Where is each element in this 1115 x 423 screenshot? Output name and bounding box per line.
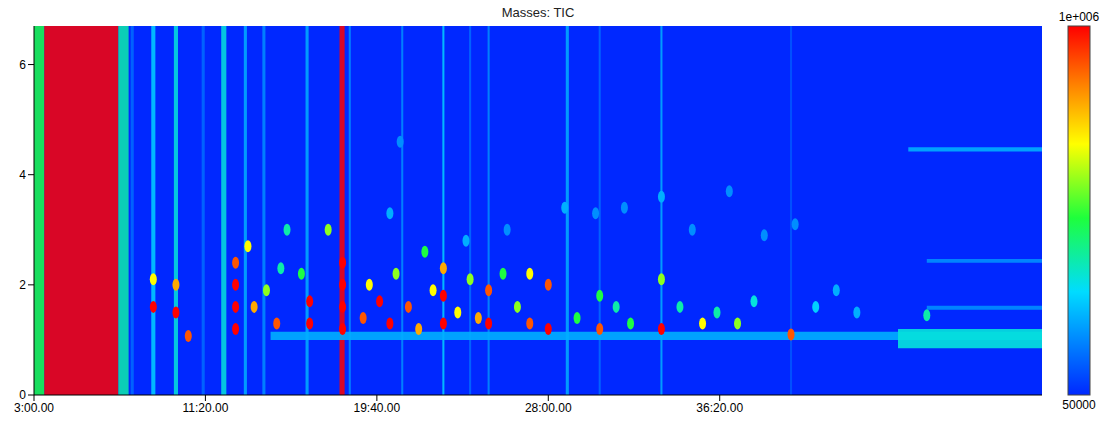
svg-text:3:00.00: 3:00.00 xyxy=(14,401,54,415)
svg-text:36:20.00: 36:20.00 xyxy=(696,401,743,415)
svg-text:19:40.00: 19:40.00 xyxy=(354,401,401,415)
svg-text:4: 4 xyxy=(19,168,26,182)
svg-text:6: 6 xyxy=(19,58,26,72)
svg-text:1e+006: 1e+006 xyxy=(1059,10,1100,24)
svg-text:0: 0 xyxy=(19,388,26,402)
svg-text:28:00.00: 28:00.00 xyxy=(525,401,572,415)
svg-text:50000: 50000 xyxy=(1062,398,1096,412)
svg-text:11:20.00: 11:20.00 xyxy=(183,401,229,415)
svg-text:2: 2 xyxy=(19,278,26,292)
html-text:Masses: TIC: Masses: TIC xyxy=(501,5,575,20)
